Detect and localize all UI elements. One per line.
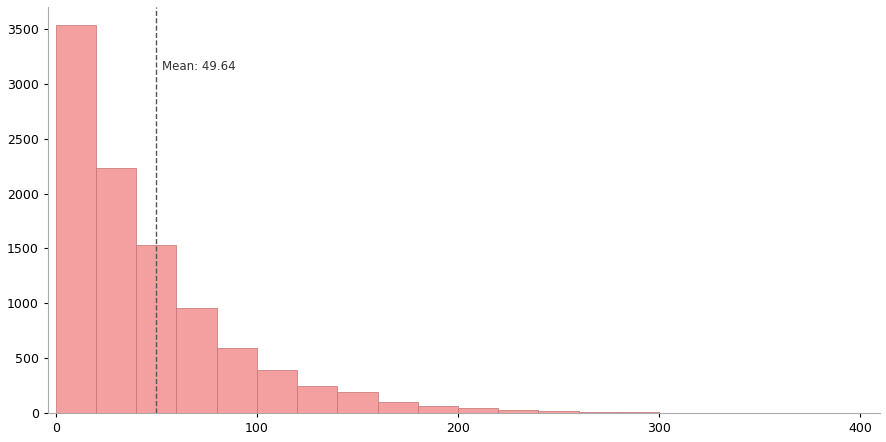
Bar <box>216 348 257 413</box>
Bar <box>257 370 297 413</box>
Bar <box>377 401 417 413</box>
Bar <box>96 168 136 413</box>
Bar <box>457 408 498 413</box>
Bar <box>297 385 337 413</box>
Bar <box>417 406 457 413</box>
Bar <box>176 308 216 413</box>
Bar <box>136 245 176 413</box>
Bar <box>498 410 538 413</box>
Bar <box>538 411 578 413</box>
Bar <box>56 24 96 413</box>
Bar <box>337 392 377 413</box>
Bar <box>618 412 658 413</box>
Bar <box>578 412 618 413</box>
Text: Mean: 49.64: Mean: 49.64 <box>161 60 235 73</box>
